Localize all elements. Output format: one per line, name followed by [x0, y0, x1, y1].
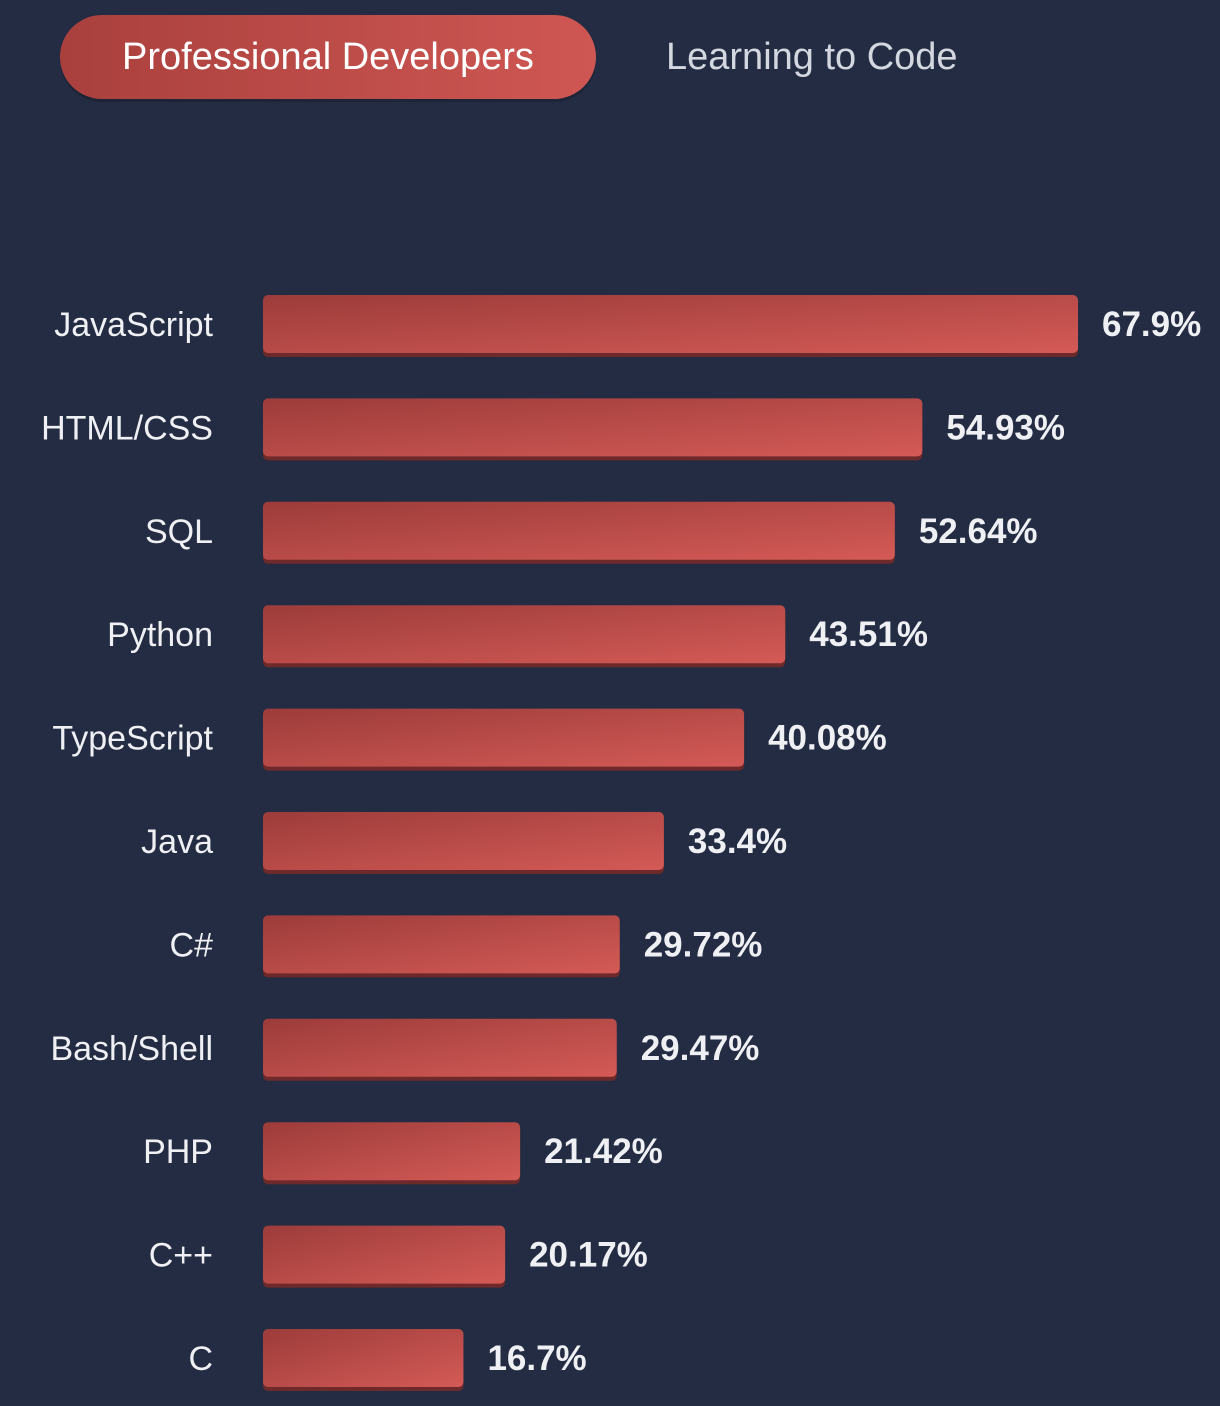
bar-c[interactable] [263, 1329, 464, 1387]
value-label-c: 16.7% [487, 1339, 586, 1378]
bar-html-css[interactable] [263, 398, 923, 457]
category-label-c: C [188, 1340, 213, 1378]
bar-javascript[interactable] [263, 295, 1078, 353]
value-label-php: 21.42% [544, 1132, 663, 1171]
category-label-bash-shell: Bash/Shell [50, 1030, 213, 1068]
category-label-sql: SQL [145, 513, 213, 551]
tab-learning-to-code[interactable]: Learning to Code [666, 35, 958, 78]
value-label-csharp: 29.72% [644, 925, 763, 964]
category-label-python: Python [107, 616, 213, 654]
category-label-csharp: C# [170, 926, 214, 964]
category-label-typescript: TypeScript [52, 720, 213, 758]
category-label-php: PHP [143, 1133, 213, 1171]
category-label-java: Java [141, 823, 213, 861]
bar-cplusplus[interactable] [263, 1225, 506, 1284]
value-label-typescript: 40.08% [768, 719, 887, 758]
bar-csharp[interactable] [263, 915, 620, 974]
category-label-javascript: JavaScript [54, 306, 213, 344]
value-label-html-css: 54.93% [946, 408, 1065, 447]
bar-bash-shell[interactable] [263, 1018, 617, 1077]
value-label-javascript: 67.9% [1102, 305, 1201, 344]
bar-sql[interactable] [263, 501, 895, 560]
category-label-cplusplus: C++ [149, 1237, 213, 1275]
value-label-cplusplus: 20.17% [529, 1236, 648, 1275]
bar-php[interactable] [263, 1122, 521, 1181]
bar-python[interactable] [263, 605, 786, 664]
value-label-java: 33.4% [688, 822, 787, 861]
tab-professional-developers[interactable]: Professional Developers [60, 15, 596, 99]
bar-java[interactable] [263, 812, 664, 870]
value-label-python: 43.51% [809, 615, 928, 654]
category-label-html-css: HTML/CSS [41, 409, 213, 447]
value-label-sql: 52.64% [919, 512, 1038, 551]
bar-typescript[interactable] [263, 708, 745, 767]
audience-tabs: Professional Developers Learning to Code [60, 15, 958, 99]
value-label-bash-shell: 29.47% [641, 1029, 760, 1068]
